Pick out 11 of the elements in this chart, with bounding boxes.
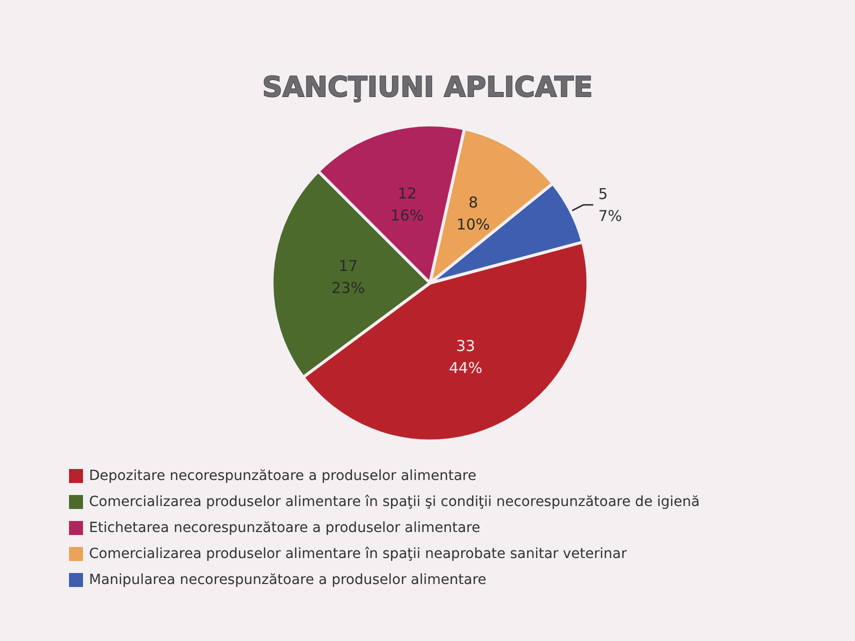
legend-label: Comercializarea produselor alimentare în spaţii neaprobate sanitar veterinar xyxy=(89,546,627,562)
legend-label: Depozitare necorespunzătoare a produselor alimentare xyxy=(89,468,476,484)
legend-label: Etichetarea necorespunzătoare a produselor alimentare xyxy=(89,520,480,536)
chart-title: SANCŢIUNI APLICATE xyxy=(262,70,593,104)
legend-label: Comercializarea produselor alimentare în spaţii şi condiţii necorespunzătoare de igienă xyxy=(89,494,700,510)
data-label: 12 16% xyxy=(390,184,424,224)
legend-label: Manipularea necorespunzătoare a produselor alimentare xyxy=(89,572,486,588)
data-label: 17 23% xyxy=(332,256,365,297)
data-label: 5 7% xyxy=(598,184,622,225)
data-label: 33 44% xyxy=(449,336,482,377)
data-label: 8 10% xyxy=(456,193,490,234)
